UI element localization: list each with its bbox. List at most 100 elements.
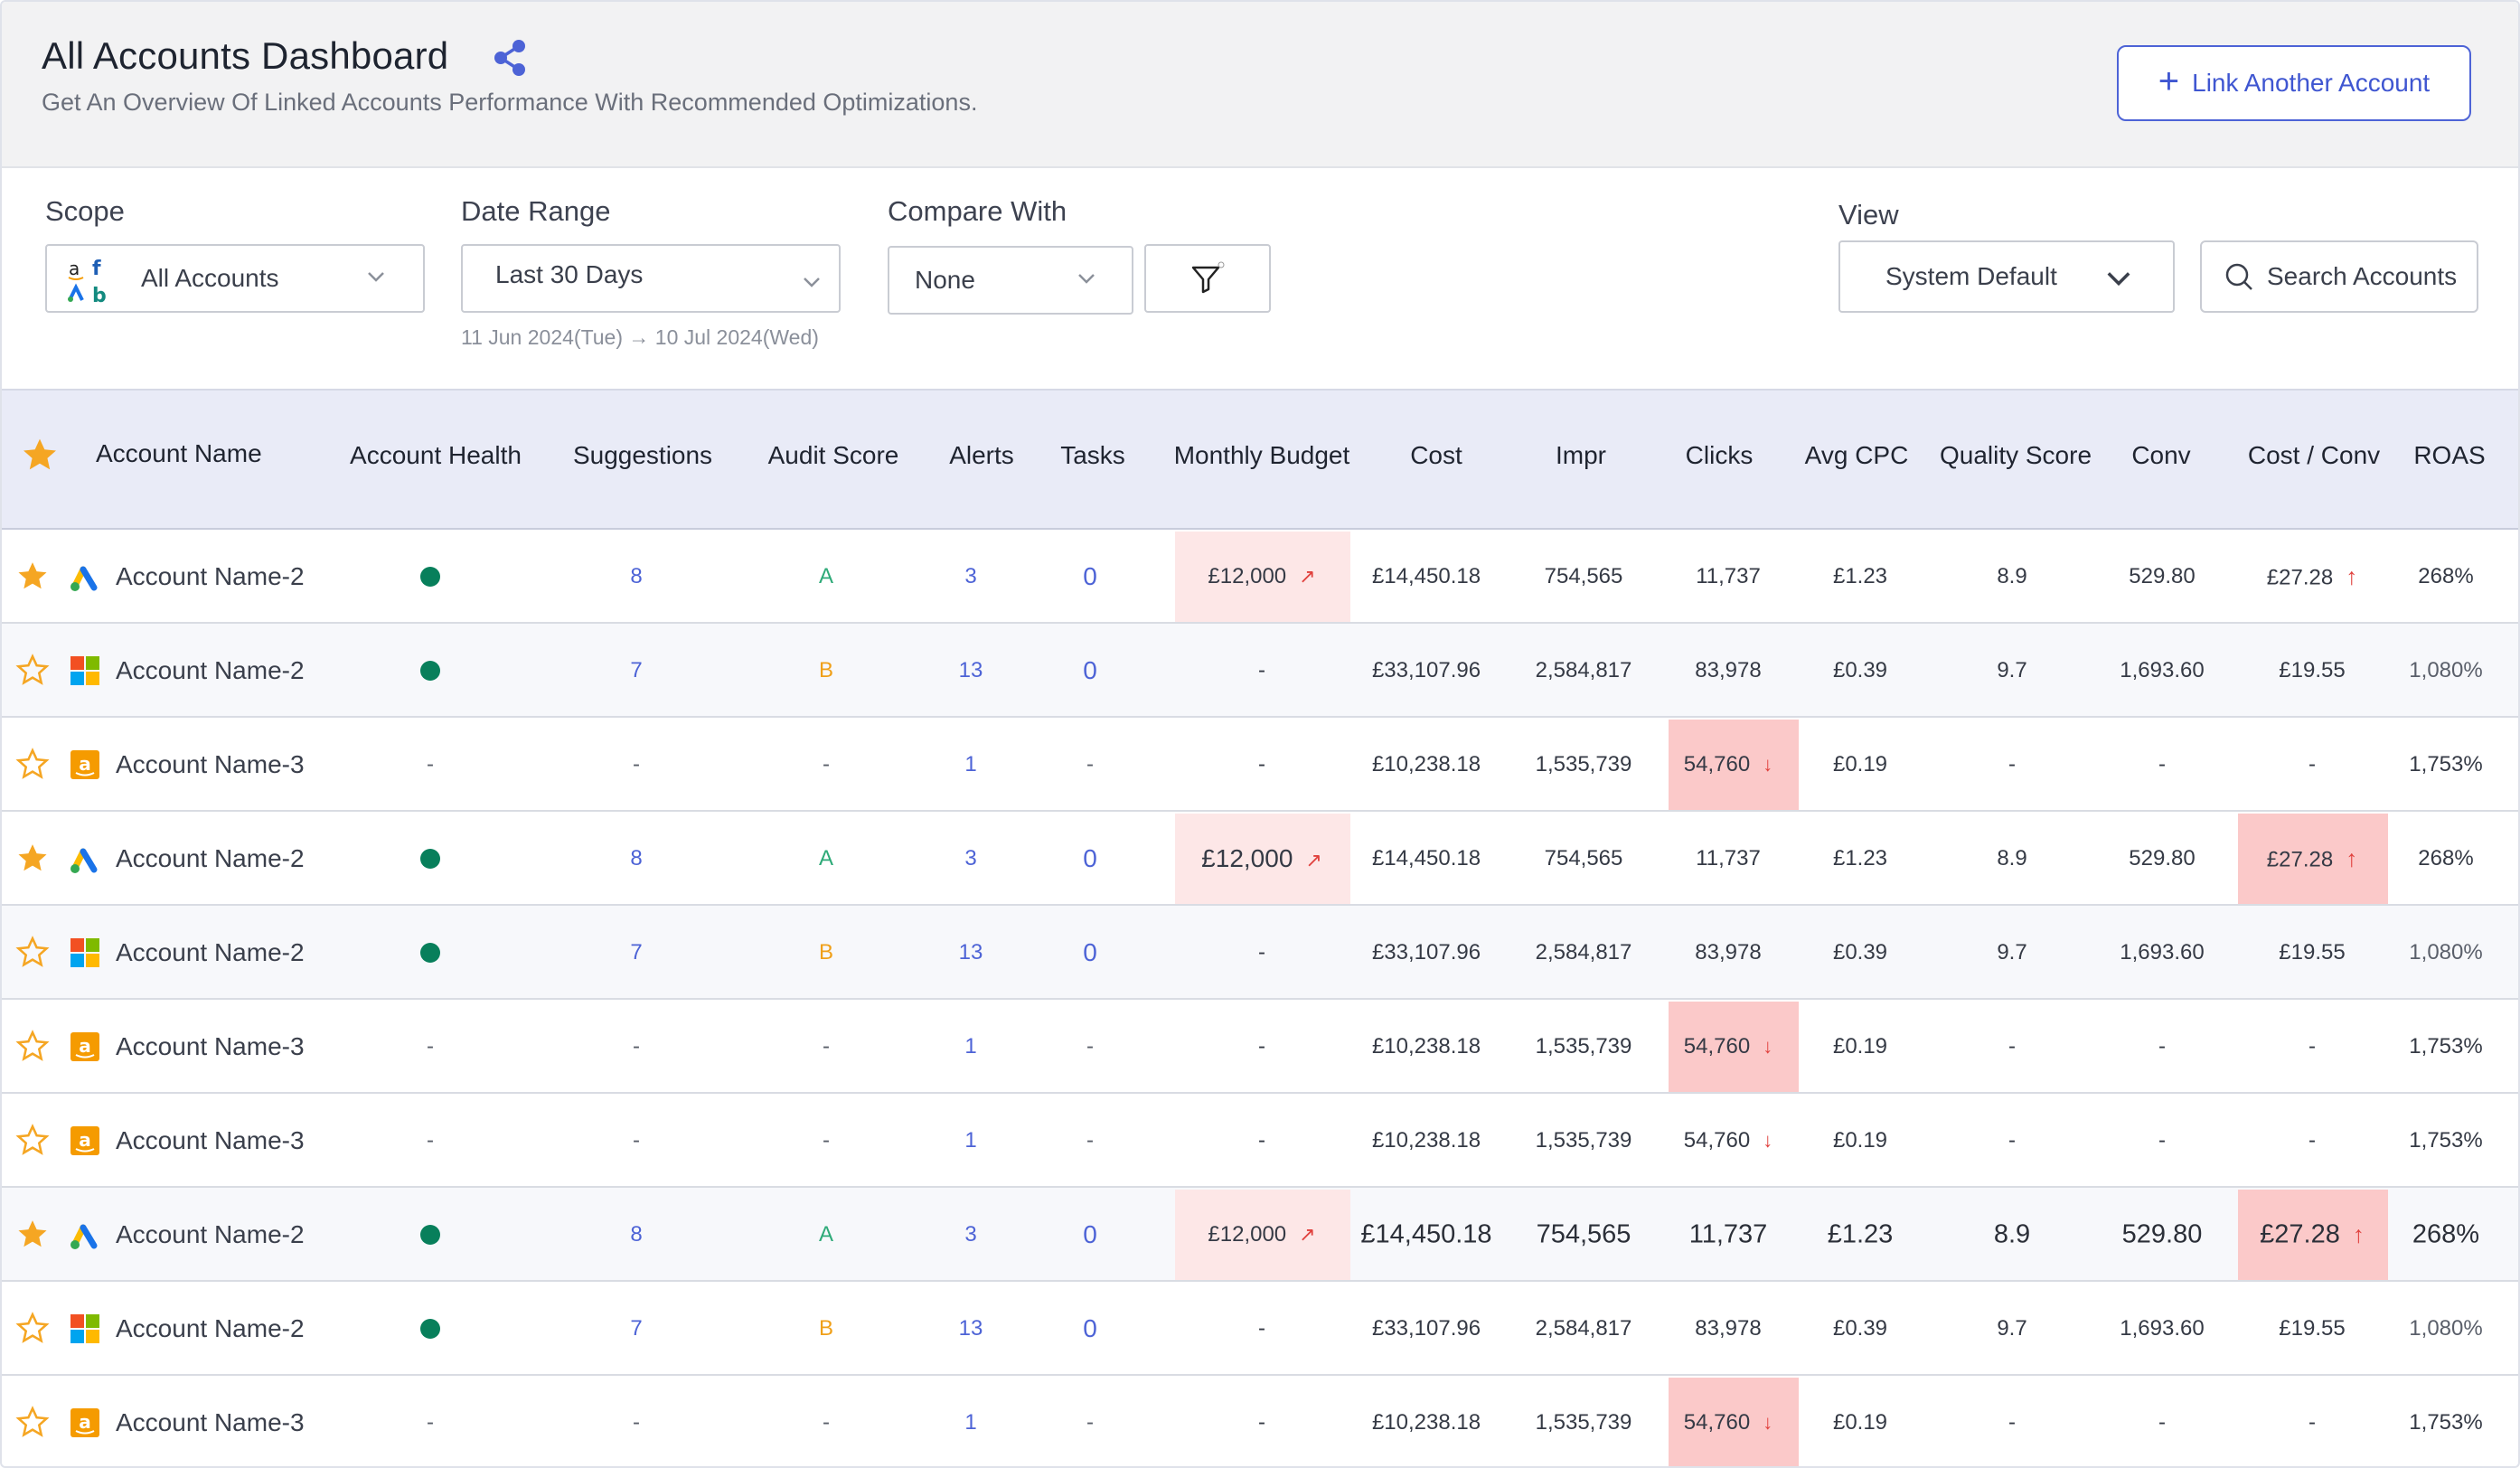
scope-select[interactable]: a f b All Accounts xyxy=(45,244,425,313)
star-filled-icon[interactable] xyxy=(15,842,50,876)
table-row[interactable]: Account Name-2 7 B 13 0 - £33,107.96 2,584,817 8… xyxy=(2,1282,2518,1376)
star-filled-icon[interactable] xyxy=(15,1218,50,1252)
google-ads-icon xyxy=(71,566,98,591)
table-row[interactable]: a Account Name-3 - - - 1 - - £10,238.18 1,535,739… xyxy=(2,718,2518,812)
column-account-health[interactable]: Account Health xyxy=(350,441,522,469)
star-filled-icon[interactable] xyxy=(20,436,60,475)
avg-cpc-value: £0.39 xyxy=(1832,658,1888,682)
star-outline-icon[interactable] xyxy=(15,748,50,782)
star-outline-icon[interactable] xyxy=(15,936,50,970)
cost-value: £10,238.18 xyxy=(1371,1034,1481,1059)
tasks-count[interactable]: 0 xyxy=(1083,844,1097,872)
star-outline-icon[interactable] xyxy=(15,1406,50,1440)
tasks-count[interactable]: 0 xyxy=(1083,1220,1097,1248)
account-name[interactable]: Account Name-2 xyxy=(116,938,305,966)
column-audit-score[interactable]: Audit Score xyxy=(767,441,899,469)
account-name[interactable]: Account Name-3 xyxy=(116,750,305,778)
table-row[interactable]: Account Name-2 8 A 3 0 £12,000 ↗ £14,450.18 754,… xyxy=(2,812,2518,906)
alerts-count[interactable]: 3 xyxy=(964,1222,977,1247)
column-tasks[interactable]: Tasks xyxy=(1060,441,1125,469)
account-name[interactable]: Account Name-2 xyxy=(116,1220,305,1248)
alerts-count[interactable]: 13 xyxy=(958,940,983,965)
account-name[interactable]: Account Name-3 xyxy=(116,1408,305,1436)
column-monthly-budget[interactable]: Monthly Budget xyxy=(1173,441,1350,469)
trend-up-icon: ↗ xyxy=(1305,849,1322,871)
column-suggestions[interactable]: Suggestions xyxy=(572,441,713,469)
account-name[interactable]: Account Name-2 xyxy=(116,1314,305,1342)
table-row[interactable]: a Account Name-3 - - - 1 - - £10,238.18 1,535,739… xyxy=(2,1000,2518,1094)
suggestions-count: - xyxy=(633,752,640,776)
monthly-budget: - xyxy=(1258,752,1265,777)
account-name[interactable]: Account Name-2 xyxy=(116,562,305,590)
table-row[interactable]: Account Name-2 7 B 13 0 - £33,107.96 2,584,817 8… xyxy=(2,624,2518,718)
cost-value: £10,238.18 xyxy=(1371,1128,1481,1153)
chevron-down-icon xyxy=(1078,274,1095,284)
suggestions-count[interactable]: 7 xyxy=(630,940,643,965)
column-quality-score[interactable]: Quality Score xyxy=(1939,441,2092,469)
column-cost[interactable]: Cost xyxy=(1410,441,1462,469)
alerts-count[interactable]: 13 xyxy=(958,658,983,682)
column-clicks[interactable]: Clicks xyxy=(1685,441,1754,469)
star-outline-icon[interactable] xyxy=(15,654,50,688)
table-row[interactable]: a Account Name-3 - - - 1 - - £10,238.18 1,535,739… xyxy=(2,1094,2518,1188)
alerts-count[interactable]: 1 xyxy=(964,1128,977,1153)
alerts-count[interactable]: 3 xyxy=(964,564,977,588)
search-accounts-placeholder: Search Accounts xyxy=(2267,262,2458,290)
alerts-count[interactable]: 3 xyxy=(964,846,977,870)
star-outline-icon[interactable] xyxy=(15,1124,50,1158)
star-outline-icon[interactable] xyxy=(15,1030,50,1064)
avg-cpc-value: £1.23 xyxy=(1832,564,1888,588)
cost-per-conv-value: - xyxy=(2308,752,2316,777)
table-row[interactable]: Account Name-2 8 A 3 0 £12,000 ↗ £14,450.18 754,… xyxy=(2,1188,2518,1282)
account-name[interactable]: Account Name-3 xyxy=(116,1126,305,1154)
account-name[interactable]: Account Name-2 xyxy=(116,844,305,872)
date-range-select[interactable]: Last 30 Days xyxy=(461,244,841,313)
table-row[interactable]: a Account Name-3 - - - 1 - - £10,238.18 1,535,739… xyxy=(2,1376,2518,1466)
filter-button[interactable] xyxy=(1144,244,1271,313)
column-conv[interactable]: Conv xyxy=(2131,441,2191,469)
account-health: - xyxy=(427,1410,434,1435)
column-avg-cpc[interactable]: Avg CPC xyxy=(1804,441,1909,469)
alerts-count[interactable]: 1 xyxy=(964,1034,977,1059)
alerts-count[interactable]: 1 xyxy=(964,1410,977,1435)
table-row[interactable]: Account Name-2 8 A 3 0 £12,000 ↗ £14,450.18 754,… xyxy=(2,530,2518,624)
compare-with-select[interactable]: None xyxy=(888,246,1133,315)
budget-highlight xyxy=(1175,814,1350,904)
suggestions-count[interactable]: 8 xyxy=(630,564,643,588)
cost-value: £14,450.18 xyxy=(1360,1219,1492,1249)
monthly-budget: £12,000 ↗ xyxy=(1208,564,1315,589)
monthly-budget-value: - xyxy=(1258,1316,1265,1341)
table-header: Account Name Account Health Suggestions … xyxy=(2,389,2518,530)
suggestions-count[interactable]: 8 xyxy=(630,846,643,870)
suggestions-count[interactable]: 7 xyxy=(630,658,643,682)
quality-score-value: 8.9 xyxy=(1997,846,2027,870)
suggestions-count[interactable]: 7 xyxy=(630,1316,643,1341)
link-another-account-button[interactable]: + Link Another Account xyxy=(2117,45,2471,121)
search-accounts-input[interactable]: Search Accounts xyxy=(2200,240,2478,313)
share-icon[interactable] xyxy=(492,38,528,78)
column-cost-per-conv[interactable]: Cost / Conv xyxy=(2247,441,2381,469)
trend-up-icon: ↗ xyxy=(1299,1223,1316,1246)
tasks-count[interactable]: 0 xyxy=(1083,1314,1097,1342)
alerts-count[interactable]: 13 xyxy=(958,1316,983,1341)
conv-value: - xyxy=(2158,752,2166,776)
conv-value: - xyxy=(2158,1128,2166,1153)
tasks-count: - xyxy=(1086,1410,1094,1435)
conv-value: 529.80 xyxy=(2129,564,2196,588)
column-roas[interactable]: ROAS xyxy=(2413,441,2486,469)
column-impr[interactable]: Impr xyxy=(1556,441,1606,469)
star-outline-icon[interactable] xyxy=(15,1312,50,1346)
column-alerts[interactable]: Alerts xyxy=(949,441,1014,469)
suggestions-count[interactable]: 8 xyxy=(630,1222,643,1247)
column-account-name[interactable]: Account Name xyxy=(96,439,262,467)
tasks-count[interactable]: 0 xyxy=(1083,656,1097,684)
star-filled-icon[interactable] xyxy=(15,560,50,594)
alerts-count[interactable]: 1 xyxy=(964,752,977,776)
tasks-count[interactable]: 0 xyxy=(1083,938,1097,966)
tasks-count[interactable]: 0 xyxy=(1083,562,1097,590)
conv-value: 1,693.60 xyxy=(2120,1316,2205,1341)
view-select[interactable]: System Default xyxy=(1838,240,2175,313)
account-name[interactable]: Account Name-3 xyxy=(116,1032,305,1060)
table-row[interactable]: Account Name-2 7 B 13 0 - £33,107.96 2,584,817 8… xyxy=(2,906,2518,1000)
account-name[interactable]: Account Name-2 xyxy=(116,656,305,684)
